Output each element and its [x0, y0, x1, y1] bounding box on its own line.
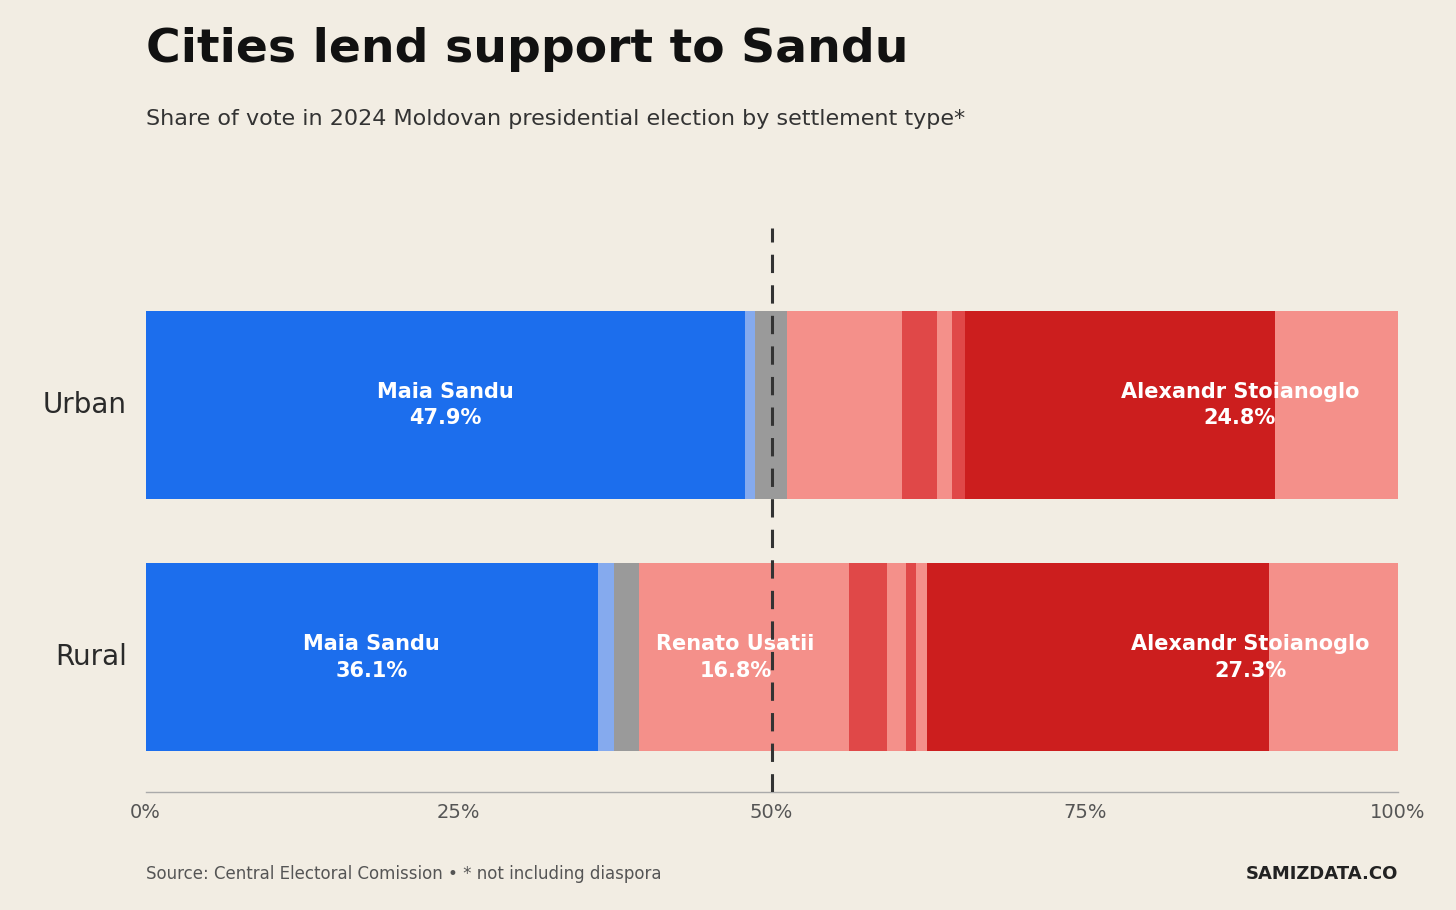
Bar: [964, 311, 1275, 499]
Bar: [606, 563, 614, 752]
Bar: [916, 563, 927, 752]
Bar: [786, 311, 901, 499]
Bar: [745, 311, 756, 499]
Text: Maia Sandu
36.1%: Maia Sandu 36.1%: [303, 634, 440, 681]
Bar: [952, 311, 964, 499]
Bar: [756, 311, 786, 499]
Bar: [849, 563, 887, 752]
Bar: [639, 563, 849, 752]
Text: Share of vote in 2024 Moldovan presidential election by settlement type*: Share of vote in 2024 Moldovan president…: [146, 109, 965, 129]
Bar: [625, 563, 639, 752]
Text: Rural: Rural: [55, 643, 127, 672]
Text: Source: Central Electoral Comission • * not including diaspora: Source: Central Electoral Comission • * …: [146, 864, 661, 883]
Bar: [927, 563, 1268, 752]
Bar: [1275, 311, 1398, 499]
Text: Cities lend support to Sandu: Cities lend support to Sandu: [146, 27, 909, 72]
Text: Urban: Urban: [42, 390, 127, 419]
Text: Alexandr Stoianoglo
27.3%: Alexandr Stoianoglo 27.3%: [1131, 634, 1370, 681]
Text: Renato Usatii
16.8%: Renato Usatii 16.8%: [657, 634, 814, 681]
Text: SAMIZDATA.CO: SAMIZDATA.CO: [1245, 864, 1398, 883]
Bar: [1268, 563, 1398, 752]
Bar: [597, 563, 606, 752]
Bar: [938, 311, 952, 499]
Bar: [146, 563, 597, 752]
Text: Alexandr Stoianoglo
24.8%: Alexandr Stoianoglo 24.8%: [1121, 381, 1360, 428]
Bar: [906, 563, 916, 752]
Bar: [901, 311, 938, 499]
Text: Maia Sandu
47.9%: Maia Sandu 47.9%: [377, 381, 514, 428]
Bar: [146, 311, 745, 499]
Bar: [887, 563, 906, 752]
Bar: [614, 563, 625, 752]
